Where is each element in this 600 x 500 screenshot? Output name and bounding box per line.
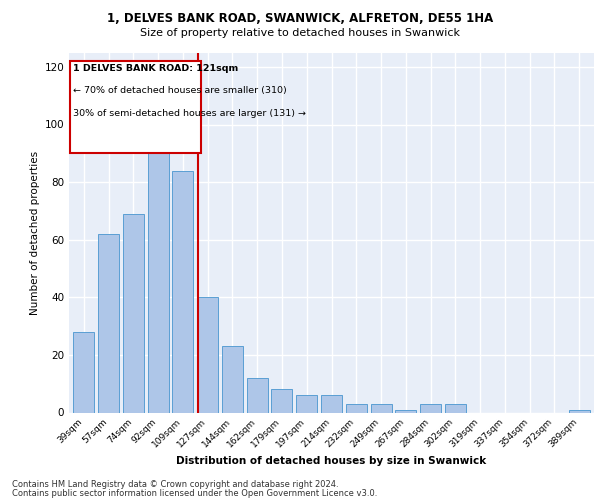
Y-axis label: Number of detached properties: Number of detached properties xyxy=(30,150,40,314)
Bar xyxy=(172,170,193,412)
Bar xyxy=(222,346,243,412)
Bar xyxy=(247,378,268,412)
Text: Contains public sector information licensed under the Open Government Licence v3: Contains public sector information licen… xyxy=(12,488,377,498)
Bar xyxy=(148,130,169,412)
Bar xyxy=(73,332,94,412)
Bar xyxy=(271,390,292,412)
Bar xyxy=(395,410,416,412)
Text: ← 70% of detached houses are smaller (310): ← 70% of detached houses are smaller (31… xyxy=(73,86,286,94)
Bar xyxy=(321,395,342,412)
Text: 30% of semi-detached houses are larger (131) →: 30% of semi-detached houses are larger (… xyxy=(73,108,306,118)
Bar xyxy=(197,298,218,412)
Bar xyxy=(445,404,466,412)
X-axis label: Distribution of detached houses by size in Swanwick: Distribution of detached houses by size … xyxy=(176,456,487,466)
FancyBboxPatch shape xyxy=(70,61,201,154)
Bar xyxy=(420,404,441,412)
Bar xyxy=(296,395,317,412)
Text: 1, DELVES BANK ROAD, SWANWICK, ALFRETON, DE55 1HA: 1, DELVES BANK ROAD, SWANWICK, ALFRETON,… xyxy=(107,12,493,26)
Text: 1 DELVES BANK ROAD: 121sqm: 1 DELVES BANK ROAD: 121sqm xyxy=(73,64,238,73)
Text: Size of property relative to detached houses in Swanwick: Size of property relative to detached ho… xyxy=(140,28,460,38)
Bar xyxy=(569,410,590,412)
Bar xyxy=(123,214,144,412)
Text: Contains HM Land Registry data © Crown copyright and database right 2024.: Contains HM Land Registry data © Crown c… xyxy=(12,480,338,489)
Bar xyxy=(346,404,367,412)
Bar xyxy=(98,234,119,412)
Bar xyxy=(371,404,392,412)
